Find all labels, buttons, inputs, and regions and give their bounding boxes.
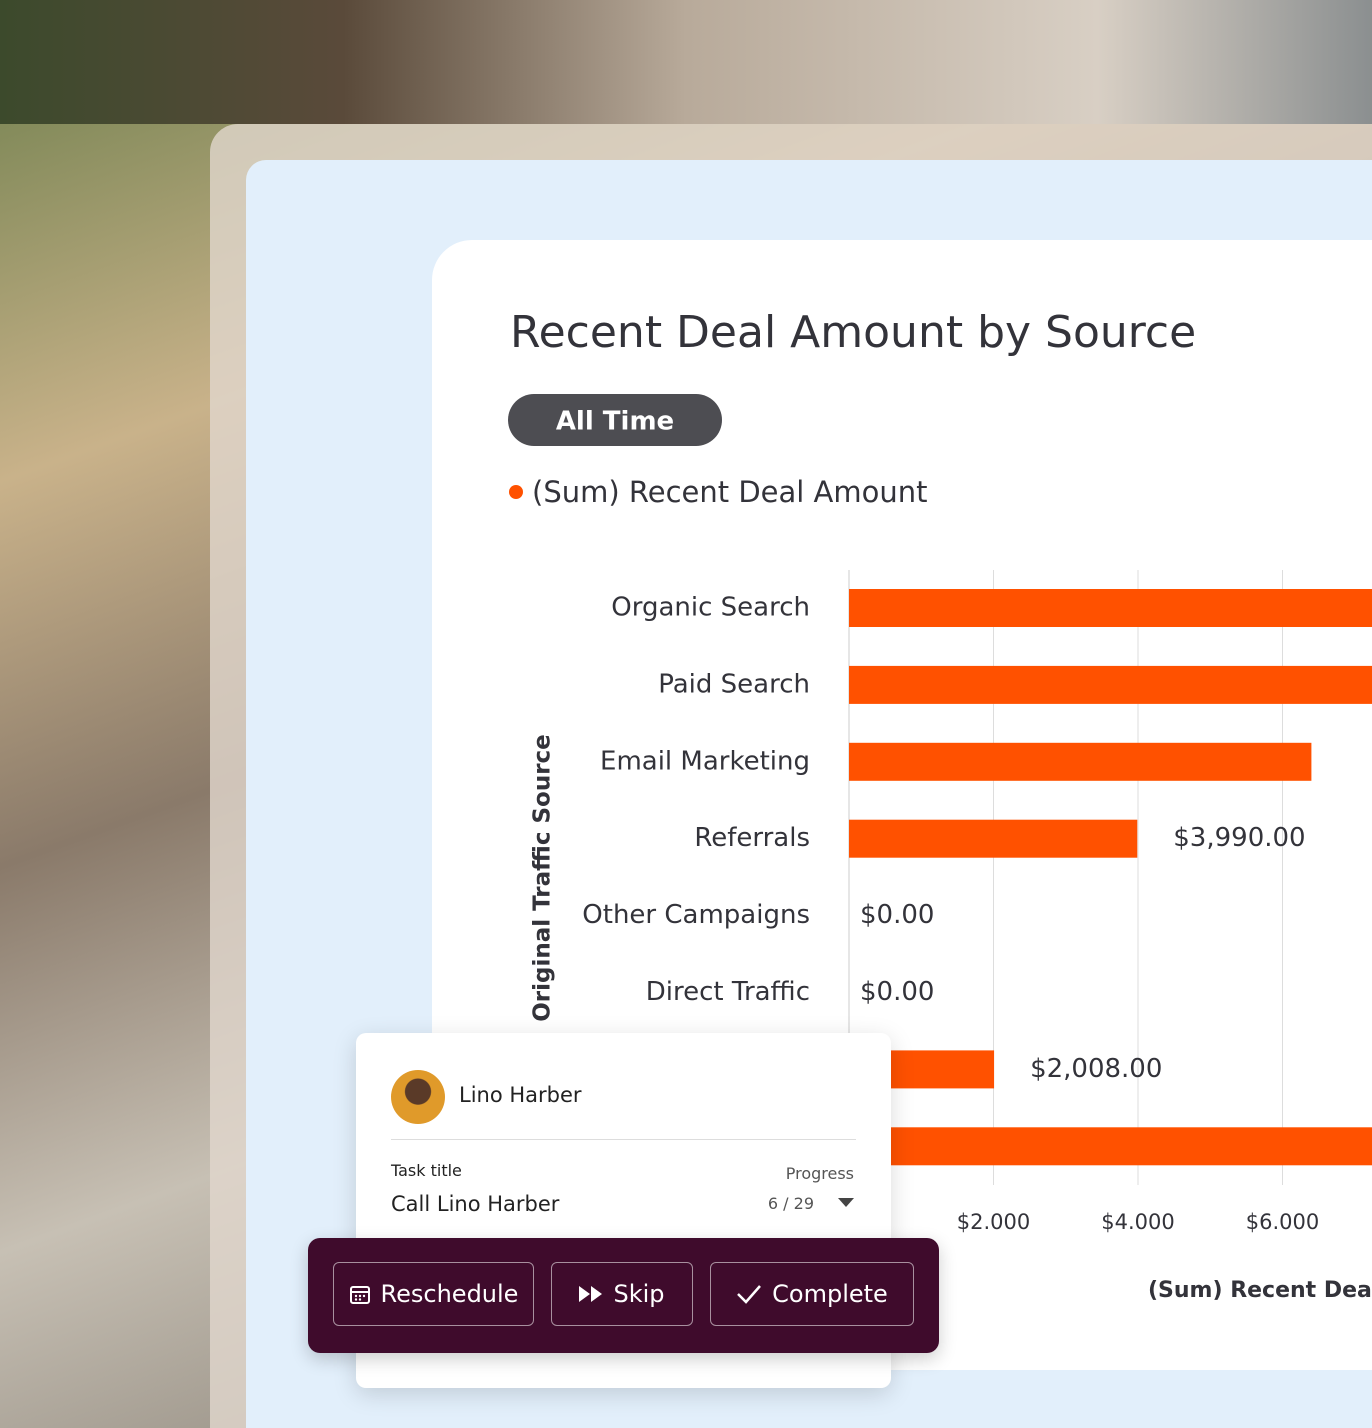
background-photo (0, 0, 1372, 124)
value-label: $2,008.00 (1030, 1054, 1162, 1084)
progress-value: 6 / 29 (767, 1194, 814, 1213)
x-tick-label: $6.000 (1246, 1210, 1319, 1234)
skip-button[interactable]: Skip (551, 1262, 693, 1326)
value-label: $0.00 (860, 977, 934, 1007)
bar (849, 742, 1312, 781)
x-tick-label: $4.000 (1101, 1210, 1174, 1234)
legend-label: (Sum) Recent Deal Amount (532, 475, 928, 509)
x-tick-label: $2.000 (957, 1210, 1030, 1234)
bar (849, 665, 1372, 704)
contact-name: Lino Harber (459, 1083, 582, 1107)
calendar-icon (349, 1286, 370, 1304)
bar (849, 1127, 1372, 1166)
action-bar: Reschedule Skip Complete (308, 1238, 939, 1353)
button-label[interactable]: Reschedule (380, 1280, 519, 1308)
bar (849, 589, 1372, 627)
progress-label: Progress (785, 1164, 854, 1183)
progress-dropdown[interactable] (838, 1198, 854, 1208)
x-axis-title: (Sum) Recent Deal Amount (1148, 1278, 1372, 1303)
category-label: Other Campaigns (582, 900, 810, 930)
value-label: $0.00 (860, 900, 934, 930)
legend-marker (509, 485, 523, 499)
y-axis-title: Original Traffic Source (530, 734, 556, 1022)
check-icon (737, 1285, 762, 1304)
bar (849, 819, 1138, 858)
category-label: Organic Search (611, 593, 810, 623)
filter-label[interactable]: All Time (556, 407, 674, 437)
avatar (391, 1070, 445, 1124)
task-title: Call Lino Harber (391, 1192, 560, 1216)
task-label: Task title (391, 1161, 462, 1180)
chart-title: Recent Deal Amount by Source (510, 307, 1196, 358)
divider (391, 1139, 856, 1140)
category-label: Direct Traffic (646, 977, 810, 1007)
filter-pill[interactable] (508, 394, 722, 446)
button-label[interactable]: Skip (613, 1280, 665, 1308)
category-label: Paid Search (658, 669, 810, 699)
skip-icon (579, 1286, 603, 1302)
reschedule-button[interactable]: Reschedule (333, 1262, 534, 1326)
value-label: $3,990.00 (1173, 823, 1305, 853)
category-label: Email Marketing (600, 746, 810, 776)
category-label: Referrals (694, 823, 810, 853)
complete-button[interactable]: Complete (710, 1262, 914, 1326)
button-label[interactable]: Complete (772, 1280, 888, 1308)
